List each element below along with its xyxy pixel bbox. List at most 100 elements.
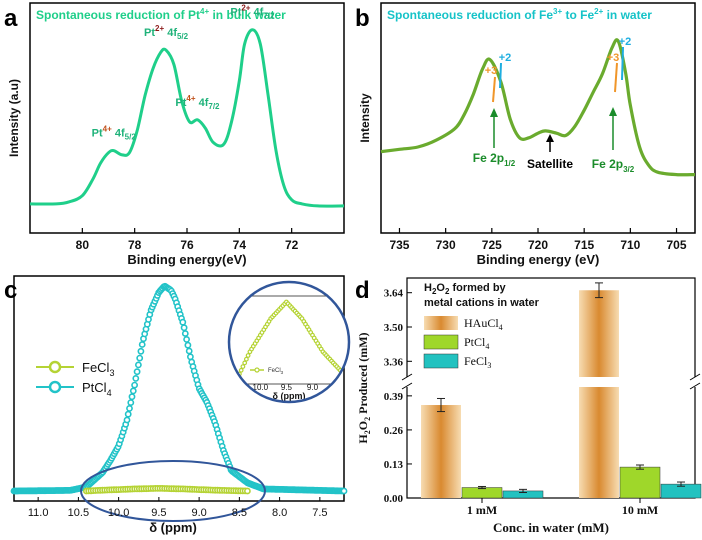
panel-b-plus2-marker-right — [621, 46, 624, 81]
panel-d-ytick-label: 0.00 — [384, 493, 404, 505]
panel-d-break-mark-left-1 — [401, 373, 413, 381]
panel-b-arrowhead-2p32 — [609, 107, 617, 116]
panel-a-xtick-label: 80 — [76, 238, 90, 252]
panel-b-plus3-label-right: +3 — [607, 52, 620, 64]
panel-d-bar-ptcl4 — [461, 487, 503, 499]
panel-b-plus3-label-left: +3 — [485, 65, 498, 77]
panel-d-title-line2: metal cations in water — [424, 297, 540, 309]
panel-d-frame — [406, 277, 696, 499]
panel-d-letter: d — [355, 277, 370, 304]
panel-c-letter: c — [4, 277, 17, 304]
panel-b-xtick-label: 715 — [574, 238, 594, 252]
panel-d-bars — [421, 282, 702, 499]
panel-c-xtick-label: 8.5 — [232, 507, 247, 519]
panel-d-break-mark-right-2 — [689, 382, 701, 390]
panel-a-xlabel: Binding energy(eV) — [127, 252, 246, 267]
legend-fecl3-label: FeCl3 — [82, 360, 114, 378]
legend-fecl3-swatch — [423, 353, 459, 369]
panel-c-inset-xtick-label: 0.5 — [231, 383, 243, 392]
panel-d-xlabel: Conc. in water (mM) — [493, 520, 609, 535]
panel-b-title: Spontaneous reduction of Fe3+ to Fe2+ in… — [387, 7, 652, 22]
panel-a-chart: a Spontaneous reduction of Pt4+ in bulk … — [4, 2, 345, 267]
panel-b-chart: b Spontaneous reduction of Fe3+ to Fe2+ … — [355, 2, 696, 267]
panel-b-xtick-label: 720 — [528, 238, 548, 252]
panel-d-ytick-label: 0.39 — [384, 391, 404, 403]
panel-a-xtick-label: 72 — [285, 238, 299, 252]
panel-b-plus2-marker-left — [499, 62, 502, 89]
legend-ptcl4-marker — [48, 380, 62, 394]
panel-c-xtick-label: 10.5 — [68, 507, 89, 519]
inset-xlabel: δ (ppm) — [273, 391, 306, 401]
panel-d-ytick-label: 0.26 — [384, 425, 404, 437]
panel-d-ytick-label: 0.13 — [384, 459, 404, 471]
panel-c-point-ptcl4 — [184, 341, 192, 349]
panel-b-xtick-label: 735 — [389, 238, 409, 252]
panel-b-curve — [380, 38, 696, 177]
panel-c-frame — [13, 275, 345, 502]
panel-c-xtick-label: 7.5 — [312, 507, 327, 519]
panel-d-break-mark-right-1 — [689, 373, 701, 381]
panel-d-ytick-label: 3.50 — [384, 322, 404, 334]
panel-d-bar-ptcl4 — [619, 466, 661, 499]
inset-legend-label: FeCl3 — [268, 368, 284, 375]
panel-d-ytick-label: 3.36 — [384, 356, 404, 368]
panel-c-xtick-label: 9.5 — [151, 507, 166, 519]
panel-b-label-satellite: Satellite — [527, 157, 573, 171]
panel-c-inset-point — [242, 360, 248, 366]
panel-a-xtick-label: 76 — [180, 238, 194, 252]
panel-c-point-ptcl4 — [134, 361, 142, 369]
panel-b-frame — [380, 2, 696, 234]
panel-c-point-ptcl4 — [123, 416, 131, 424]
panel-c-xtick-label: 10.0 — [108, 507, 129, 519]
panel-c-point-ptcl4 — [183, 336, 190, 343]
panel-c-points — [10, 282, 348, 495]
panel-c-inset-xtick-label: 9.0 — [307, 383, 319, 392]
panel-d-ylabel: H2O2 Produced (mM) — [356, 332, 372, 443]
panel-a-peak-label: Pt2+ 4f7/2 — [230, 4, 275, 21]
panel-c-point-ptcl4 — [180, 324, 188, 332]
panel-c-inset-xtick-label: 9.5 — [281, 383, 293, 392]
panel-c-inset-xtick-label: 10.0 — [253, 383, 269, 392]
panel-b-plus2-label-left: +2 — [499, 52, 512, 64]
panel-b-xlabel: Binding energy (eV) — [477, 252, 600, 267]
panel-b-xtick-label: 710 — [620, 238, 640, 252]
panel-b-letter: b — [355, 5, 370, 32]
panel-c-point-ptcl4 — [181, 330, 189, 337]
panel-a-peak-label: Pt4+ 4f5/2 — [92, 125, 137, 142]
panel-c-point-ptcl4 — [185, 347, 193, 355]
panel-b-arrowhead-satellite — [546, 134, 554, 142]
panel-a-curve — [29, 28, 345, 208]
panel-b-ylabel: Intensity — [358, 93, 372, 143]
panel-a-xtick-label: 74 — [233, 238, 247, 252]
panel-c-inset: FeCl3 0.5 10.0 9.5 9.0 8.5 δ (ppm) — [227, 280, 351, 404]
panel-c-inset-points — [236, 299, 347, 377]
panel-c-point-ptcl4 — [133, 368, 141, 376]
panel-d-bar-haucl4 — [421, 405, 461, 498]
panel-c-point-ptcl4 — [136, 354, 144, 362]
panel-a-peak-label: Pt4+ 4f7/2 — [175, 94, 220, 111]
panel-d-yticks: 3.64 3.50 3.36 0.39 0.26 0.13 0.00 — [384, 288, 412, 505]
panel-c-inset-point — [240, 364, 246, 369]
panel-c-point-ptcl4 — [186, 353, 194, 361]
panel-c-point-ptcl4 — [138, 341, 146, 348]
panel-b-xticks: 735 730 725 720 715 710 705 — [389, 228, 687, 252]
panel-d-legend: HAuCl4 PtCl4 FeCl3 — [423, 316, 503, 370]
legend-ptcl4-label: PtCl4 — [464, 335, 489, 351]
panel-c-xtick-label: 9.0 — [191, 507, 206, 519]
panel-c-point-ptcl4 — [340, 487, 348, 495]
panel-c-xticks: 11.0 10.5 10.0 9.5 9.0 8.5 8.0 7.5 — [28, 497, 328, 519]
panel-d-category-label: 1 mM — [467, 503, 497, 517]
panel-c-inset-point — [243, 356, 249, 362]
panel-b-label-2p32: Fe 2p3/2 — [592, 157, 635, 174]
panel-a-letter: a — [4, 5, 18, 32]
panel-c-inset-point — [238, 367, 244, 373]
panel-c-point-ptcl4 — [128, 393, 136, 401]
panel-c-point-ptcl4 — [137, 347, 145, 355]
panel-a-peak-label: Pt2+ 4f5/2 — [144, 24, 189, 41]
panel-c-point-ptcl4 — [126, 404, 133, 412]
panel-b-xtick-label: 725 — [482, 238, 502, 252]
panel-c-point-ptcl4 — [179, 318, 187, 326]
panel-c-xlabel: δ (ppm) — [149, 520, 197, 535]
panel-b-plus2-label-right: +2 — [619, 36, 632, 48]
panel-c-chart: c 11.0 10.5 10.0 9.5 9.0 8.5 8.0 7.5 δ (ppm) Fe… — [4, 275, 351, 535]
